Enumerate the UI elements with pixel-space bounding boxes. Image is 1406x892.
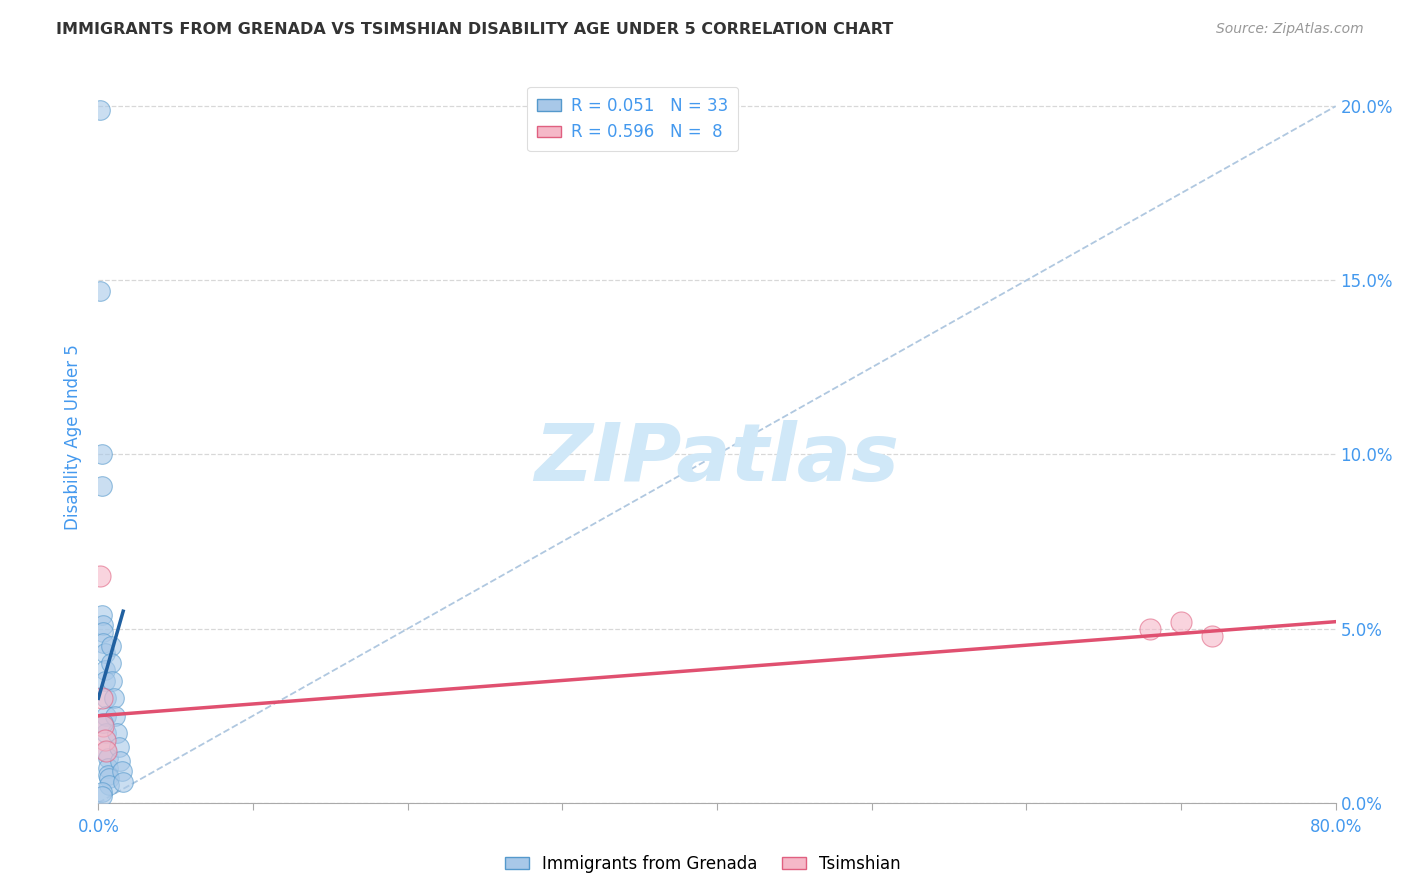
Text: ZIPatlas: ZIPatlas [534,420,900,498]
Point [98,778,121,792]
Point [112,775,135,789]
Point [93,646,115,660]
Point [96,743,118,757]
Point [104,708,127,723]
Point [96,743,118,757]
Point [98,772,121,786]
Point [105,726,128,740]
Point [1201,629,1223,643]
Point [90,607,112,622]
Text: IMMIGRANTS FROM GRENADA VS TSIMSHIAN DISABILITY AGE UNDER 5 CORRELATION CHART: IMMIGRANTS FROM GRENADA VS TSIMSHIAN DIS… [56,22,893,37]
Point [97,761,120,775]
Point [90,479,112,493]
Point [89,103,111,117]
Legend: R = 0.051   N = 33, R = 0.596   N =  8: R = 0.051 N = 33, R = 0.596 N = 8 [527,87,738,152]
Legend: Immigrants from Grenada, Tsimshian: Immigrants from Grenada, Tsimshian [499,848,907,880]
Point [91,625,114,640]
Point [96,708,118,723]
Point [91,635,114,649]
Point [93,673,115,688]
Point [90,789,112,803]
Point [108,754,131,768]
Point [93,733,115,747]
Point [1139,622,1161,636]
Point [100,657,122,671]
Point [100,639,122,653]
Point [96,691,118,706]
Point [89,569,111,583]
Point [1170,615,1192,629]
Point [97,750,120,764]
Point [96,726,118,740]
Point [91,715,114,730]
Y-axis label: Disability Age Under 5: Disability Age Under 5 [65,344,83,530]
Text: Source: ZipAtlas.com: Source: ZipAtlas.com [1216,22,1364,37]
Point [97,768,120,782]
Point [91,618,114,632]
Point [103,691,125,706]
Point [89,284,111,298]
Point [91,719,114,733]
Point [90,785,112,799]
Point [93,664,115,678]
Point [111,764,134,779]
Point [90,691,112,706]
Point [107,740,129,755]
Point [90,448,112,462]
Point [101,673,124,688]
